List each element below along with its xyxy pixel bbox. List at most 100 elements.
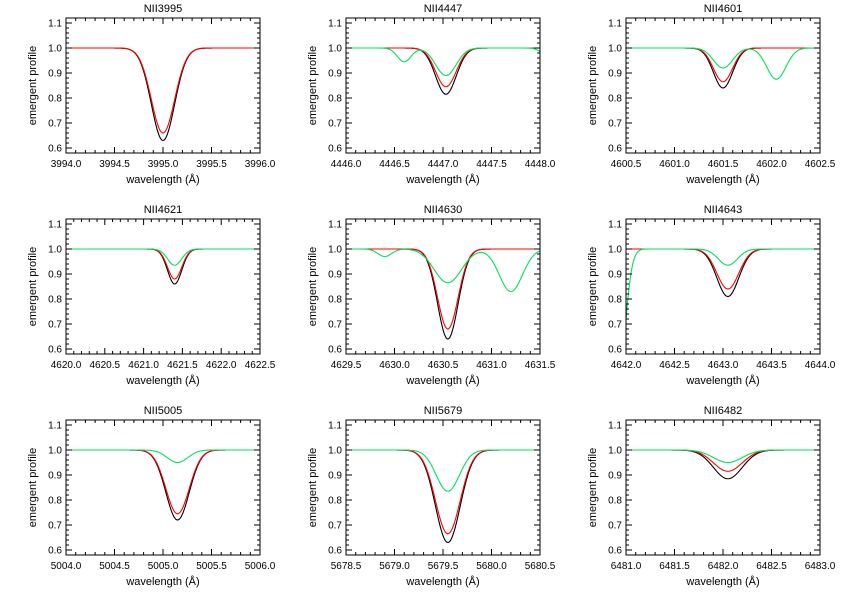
panel-nii4621: NII4621 4620.0 4620.5 4621.0 4621.5 4622.0 462…: [27, 204, 276, 387]
x-tick-label: 4644.0: [805, 360, 836, 371]
y-tick-label: 0.6: [48, 144, 62, 155]
series-line-1: [346, 248, 540, 330]
x-tick-label: 5680.0: [476, 561, 507, 572]
series-line-0: [346, 248, 540, 340]
panel-nii6482: NII6482 6481.0 6481.5 6482.0 6482.5 6483.0 0.6…: [587, 405, 836, 588]
y-tick-label: 1.1: [48, 220, 62, 231]
y-tick-label: 0.7: [48, 119, 62, 130]
x-tick-label: 4630.0: [379, 360, 410, 371]
series-line-1: [626, 47, 820, 83]
panel-title: NII5679: [424, 405, 463, 417]
x-tick-label: 5004.0: [51, 561, 82, 572]
y-axis-label: emergent profile: [27, 46, 39, 126]
series-group: [626, 449, 820, 480]
y-tick-label: 1.1: [328, 220, 342, 231]
y-tick-label: 0.6: [48, 345, 62, 356]
x-tick-label: 4600.5: [611, 159, 642, 170]
y-tick-label: 0.6: [608, 144, 622, 155]
y-tick-label: 0.9: [608, 270, 622, 281]
x-tick-label: 3995.5: [196, 159, 227, 170]
series-line-0: [346, 47, 540, 95]
series-line-2: [346, 449, 540, 492]
y-tick-label: 0.7: [608, 521, 622, 532]
x-tick-label: 4446.5: [379, 159, 410, 170]
x-tick-label: 5004.5: [99, 561, 130, 572]
y-tick-label: 1.1: [328, 19, 342, 30]
y-tick-label: 0.8: [48, 295, 62, 306]
panel-nii5005: NII5005 5004.0 5004.5 5005.0 5005.5 5006.0 0.6…: [27, 405, 276, 588]
x-tick-label: 6481.5: [659, 561, 690, 572]
x-tick-label: 4642.0: [611, 360, 642, 371]
x-tick-label: 4448.0: [525, 159, 556, 170]
x-tick-label: 4602.5: [805, 159, 836, 170]
y-tick-label: 0.9: [328, 270, 342, 281]
x-tick-label: 4622.5: [245, 360, 276, 371]
series-group: [66, 248, 260, 285]
x-tick-label: 4629.5: [331, 360, 362, 371]
panel-nii5679: NII5679 5678.5 5679.0 5679.5 5680.0 5680.5 0.6…: [307, 405, 556, 588]
x-axis-label: wavelength (Å): [405, 374, 479, 387]
y-tick-label: 1.0: [328, 245, 342, 256]
x-tick-label: 6481.0: [611, 561, 642, 572]
series-line-2: [346, 47, 540, 77]
y-tick-label: 0.6: [48, 546, 62, 557]
x-tick-label: 4621.0: [128, 360, 159, 371]
x-tick-label: 6482.0: [708, 561, 739, 572]
x-tick-label: 4630.5: [428, 360, 459, 371]
x-tick-label: 6483.0: [805, 561, 836, 572]
x-tick-label: 4602.0: [756, 159, 787, 170]
plot-frame: [625, 17, 821, 154]
series-line-2: [626, 248, 820, 321]
series-line-1: [626, 449, 820, 472]
x-tick-label: 5679.5: [428, 561, 459, 572]
x-tick-label: 4622.0: [206, 360, 237, 371]
x-axis-label: wavelength (Å): [125, 374, 199, 387]
x-axis-label: wavelength (Å): [405, 173, 479, 186]
x-axis-label: wavelength (Å): [125, 173, 199, 186]
y-tick-label: 0.7: [608, 320, 622, 331]
y-tick-label: 1.1: [48, 421, 62, 432]
series-group: [346, 248, 540, 340]
plot-frame: [345, 218, 541, 355]
panel-title: NII4630: [424, 204, 463, 216]
y-tick-label: 0.6: [608, 345, 622, 356]
y-tick-label: 1.1: [608, 220, 622, 231]
x-tick-label: 6482.5: [756, 561, 787, 572]
series-group: [346, 47, 540, 95]
x-tick-label: 5679.0: [379, 561, 410, 572]
y-tick-label: 0.7: [328, 521, 342, 532]
series-line-1: [346, 449, 540, 535]
x-tick-label: 4631.5: [525, 360, 556, 371]
series-line-0: [626, 248, 820, 298]
y-tick-label: 0.9: [328, 471, 342, 482]
panel-title: NII6482: [704, 405, 743, 417]
y-axis-label: emergent profile: [27, 448, 39, 528]
x-axis-label: wavelength (Å): [405, 575, 479, 588]
series-line-0: [66, 449, 260, 521]
series-line-0: [66, 47, 260, 142]
panel-title: NII4621: [144, 204, 183, 216]
x-tick-label: 4601.0: [659, 159, 690, 170]
series-line-0: [626, 449, 820, 480]
panel-title: NII5005: [144, 405, 183, 417]
plot-frame: [625, 218, 821, 355]
plot-frame: [625, 419, 821, 556]
y-tick-label: 0.7: [48, 521, 62, 532]
panel-title: NII3995: [144, 3, 183, 15]
y-axis-label: emergent profile: [587, 46, 599, 126]
y-tick-label: 1.1: [48, 19, 62, 30]
plot-frame: [65, 218, 261, 355]
x-tick-label: 4642.5: [659, 360, 690, 371]
series-group: [626, 47, 820, 89]
panel-title: NII4447: [424, 3, 463, 15]
series-line-1: [66, 47, 260, 134]
x-axis-label: wavelength (Å): [685, 374, 759, 387]
y-tick-label: 0.8: [48, 94, 62, 105]
x-tick-label: 4447.0: [428, 159, 459, 170]
y-tick-label: 1.1: [328, 421, 342, 432]
y-tick-label: 0.8: [48, 496, 62, 507]
x-tick-label: 3994.5: [99, 159, 130, 170]
y-tick-label: 0.6: [328, 345, 342, 356]
y-tick-label: 0.7: [48, 320, 62, 331]
x-tick-label: 5005.0: [148, 561, 179, 572]
